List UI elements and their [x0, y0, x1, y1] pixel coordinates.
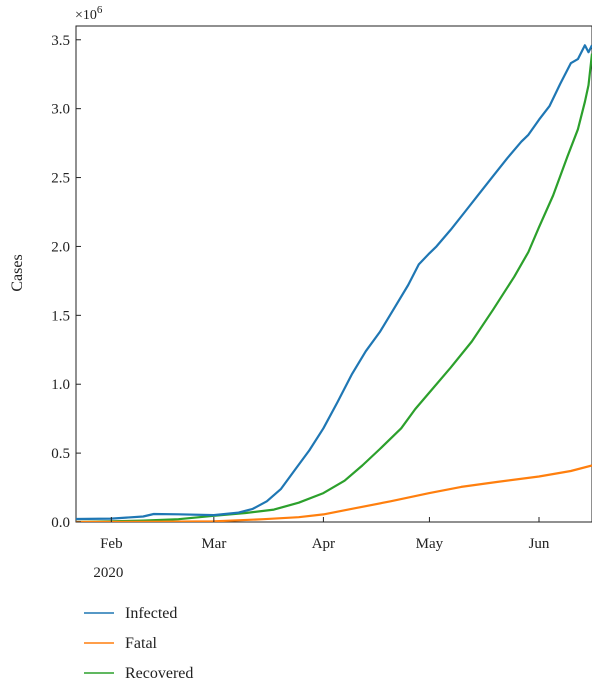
y-tick-label: 1.0 [51, 377, 70, 393]
y-tick-label: 0.0 [51, 515, 70, 531]
x-tick-year-label: 2020 [93, 565, 123, 581]
x-tick-label: Mar [201, 536, 226, 552]
y-tick-label: 2.0 [51, 239, 70, 255]
x-tick-label: Apr [312, 536, 335, 552]
legend-label-infected: Infected [125, 605, 177, 622]
x-tick-label: May [416, 536, 444, 552]
y-axis-title: Cases [9, 254, 26, 291]
y-tick-label: 3.5 [51, 33, 70, 49]
series-line-fatal [76, 464, 592, 522]
y-tick-label: 2.5 [51, 171, 70, 187]
legend-label-fatal: Fatal [125, 635, 158, 652]
y-tick-label: 3.0 [51, 102, 70, 118]
plot-area-frame [75, 25, 592, 523]
y-tick-label: 1.5 [51, 308, 70, 324]
x-tick-label: Jun [529, 536, 550, 552]
y-tick-label: 0.5 [51, 446, 70, 462]
y-multiplier-exponent: 6 [97, 4, 103, 16]
series-line-recovered [76, 53, 592, 522]
series-line-infected [76, 44, 592, 521]
x-tick-label: Feb [100, 536, 123, 552]
legend: Infected Fatal Recovered [84, 605, 193, 682]
legend-label-recovered: Recovered [125, 665, 193, 682]
y-multiplier-base: ×10 [75, 8, 97, 23]
y-axis-multiplier: ×106 [75, 4, 103, 23]
